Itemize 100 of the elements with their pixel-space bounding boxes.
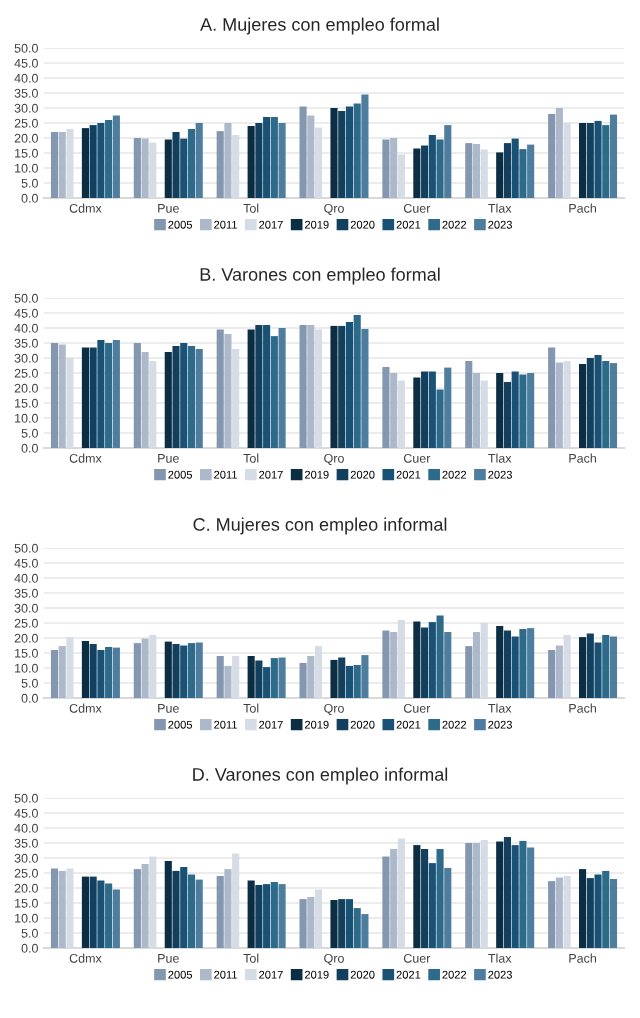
bar [97,340,105,448]
bar [390,849,398,948]
bar [224,869,232,948]
bar [89,347,97,448]
bar [278,884,286,948]
bar [338,657,346,698]
bar [112,889,120,948]
bar [50,868,59,948]
bar [444,632,452,698]
bar [382,139,390,198]
bar [413,845,421,948]
bar [330,900,338,948]
bar [338,899,346,948]
bar [224,334,232,448]
bar [105,883,113,948]
bar [503,837,511,948]
bar [187,643,196,698]
bar [224,123,232,198]
bar [164,641,172,698]
bar [112,647,120,698]
bar [172,644,180,698]
bar [465,646,473,698]
bar [413,148,421,198]
bar [413,621,421,698]
bar [503,382,511,448]
bar [164,352,172,448]
bar [496,373,504,448]
bar [586,878,594,948]
bar [555,362,563,448]
bar [421,145,429,198]
bar [133,138,141,198]
bar [413,377,421,448]
bar [527,628,535,698]
bar [511,371,519,448]
bar [345,665,354,698]
bar [216,876,224,948]
bar [255,885,263,948]
bar [330,108,338,198]
bar [609,114,618,198]
bar [353,908,361,948]
bar [216,656,224,698]
bar [247,880,255,948]
bar [263,325,271,448]
bar [527,373,535,448]
bar [180,138,188,198]
bar [141,138,149,198]
bar [436,139,444,198]
bar [548,881,556,948]
bar [609,879,618,948]
bar [58,132,66,198]
bar [345,106,354,198]
bar [586,123,594,198]
bar [519,840,527,948]
chart-title: B. Varones con empleo formal [200,267,440,285]
bar [263,117,271,198]
bar [609,636,618,698]
bar [247,126,255,198]
bar [465,361,473,448]
bar [172,132,180,198]
bar [519,374,527,448]
bar [472,373,481,448]
bar [58,344,66,448]
bar [330,659,338,698]
bar [390,632,398,698]
bar [216,329,224,448]
bar [141,638,149,698]
bar [50,343,59,448]
bar [263,667,271,698]
bar [105,343,113,448]
bar [555,108,563,198]
bar [361,914,369,948]
bar [519,149,527,198]
bar [195,123,203,198]
bar [105,647,113,698]
bar [338,111,346,198]
bar [195,879,203,948]
bar [278,657,286,698]
bar [187,874,196,948]
bar [361,655,369,698]
bar [105,120,113,198]
bar [594,642,602,698]
bar [89,125,97,198]
bar [579,364,587,448]
chart-title: D. Varones con empleo informal [193,767,448,785]
bar [602,361,610,448]
bar [180,867,188,948]
bar [602,870,610,948]
bar [338,325,346,448]
bar [112,115,120,198]
bar [81,876,89,948]
bar [345,899,354,948]
bar [472,843,481,948]
bar [247,656,255,698]
bar [299,325,307,448]
bar [97,650,105,698]
chart-title: C. Mujeres con empleo informal [193,517,447,535]
bar [330,325,338,448]
bar [97,123,105,198]
bar [496,841,504,948]
bar [472,632,481,698]
